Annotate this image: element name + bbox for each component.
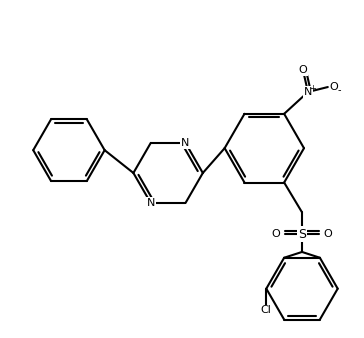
Text: S: S	[298, 227, 306, 241]
Text: O: O	[272, 229, 281, 239]
Text: +: +	[309, 83, 316, 93]
Text: N: N	[181, 138, 190, 148]
Text: N: N	[304, 87, 312, 97]
Text: O: O	[329, 82, 338, 92]
Text: N: N	[147, 198, 155, 208]
Text: -: -	[338, 85, 341, 95]
Text: Cl: Cl	[261, 306, 272, 315]
Text: O: O	[324, 229, 332, 239]
Text: O: O	[298, 65, 307, 75]
